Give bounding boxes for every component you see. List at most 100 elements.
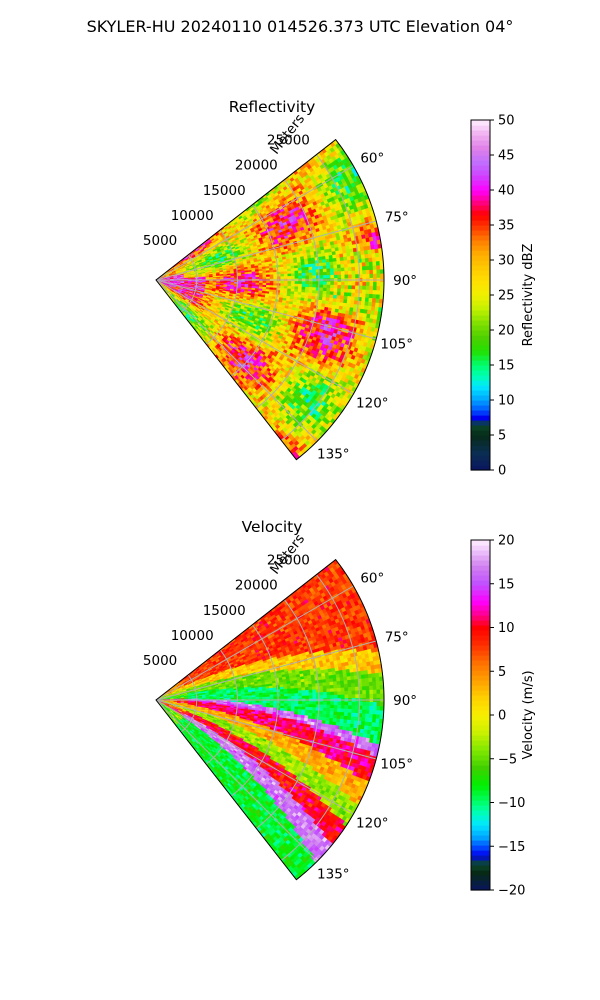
data-cell: [294, 267, 299, 272]
data-cell: [319, 265, 324, 270]
data-cell: [333, 291, 338, 296]
data-cell: [280, 271, 285, 275]
data-cell: [287, 286, 292, 290]
data-cell: [319, 275, 324, 279]
data-cell: [337, 281, 342, 286]
data-cell: [336, 264, 342, 269]
data-cell: [354, 292, 359, 298]
data-cell: [308, 287, 313, 291]
data-cell: [319, 290, 324, 295]
data-cell: [319, 281, 324, 286]
data-cell: [291, 283, 296, 287]
data-cell: [353, 255, 359, 260]
data-cell: [340, 288, 345, 293]
data-cell: [311, 263, 316, 268]
data-cell: [301, 272, 306, 277]
data-cell: [301, 275, 306, 279]
data-cell: [294, 270, 299, 274]
data-cell: [333, 274, 338, 279]
data-cell: [283, 281, 289, 284]
data-cell: [365, 269, 370, 275]
data-cell: [304, 267, 310, 271]
data-cell: [248, 275, 253, 278]
data-cell: [322, 262, 327, 267]
data-cell: [318, 293, 324, 298]
data-cell: [343, 292, 349, 297]
data-cell: [322, 268, 328, 273]
data-cell: [312, 281, 317, 285]
data-cell: [325, 261, 331, 266]
data-cell: [353, 300, 359, 305]
data-cell: [291, 273, 296, 277]
data-cell: [248, 277, 253, 280]
data-cell: [283, 273, 288, 277]
data-cell: [337, 271, 342, 276]
data-cell: [251, 275, 256, 278]
data-cell: [326, 268, 331, 273]
data-cell: [255, 275, 260, 278]
data-cell: [273, 280, 278, 284]
data-cell: [343, 299, 348, 304]
data-cell: [354, 266, 360, 272]
data-cell: [339, 298, 345, 304]
data-cell: [322, 290, 327, 295]
data-cell: [351, 285, 356, 290]
data-cell: [347, 296, 352, 301]
data-cell: [351, 292, 356, 298]
data-cell: [322, 287, 328, 292]
data-cell: [340, 271, 345, 276]
data-cell: [344, 270, 349, 276]
data-cell: [361, 289, 367, 295]
data-cell: [312, 287, 317, 291]
data-cell: [329, 258, 334, 263]
data-cell: [266, 276, 271, 280]
data-cell: [347, 259, 352, 265]
data-cell: [329, 291, 334, 296]
data-cell: [241, 277, 246, 280]
data-cell: [311, 266, 317, 271]
data-cell: [308, 275, 313, 279]
data-cell: [262, 276, 267, 280]
data-cell: [348, 281, 353, 286]
data-cell: [364, 257, 370, 263]
data-cell: [308, 272, 313, 277]
data-cell: [273, 271, 278, 275]
data-cell: [308, 263, 313, 268]
data-cell: [362, 285, 367, 291]
data-cell: [298, 275, 303, 279]
data-cell: [330, 284, 335, 289]
data-cell: [266, 280, 271, 284]
data-cell: [329, 261, 334, 266]
data-cell: [294, 273, 299, 277]
data-cell: [343, 263, 349, 268]
data-cell: [319, 287, 324, 292]
data-cell: [350, 300, 355, 305]
data-cell: [336, 260, 341, 266]
data-cell: [355, 274, 360, 279]
data-cell: [273, 283, 278, 286]
data-cell: [351, 263, 356, 268]
data-cell: [312, 272, 317, 276]
data-cell: [291, 281, 296, 285]
data-cell: [305, 269, 310, 274]
data-cell: [337, 267, 342, 272]
data-cell: [337, 285, 342, 289]
data-cell: [301, 264, 306, 269]
data-cell: [305, 286, 310, 291]
data-cell: [346, 252, 351, 258]
data-cell: [280, 276, 285, 280]
data-cell: [344, 288, 349, 293]
data-cell: [308, 266, 313, 271]
data-cell: [312, 269, 317, 273]
data-cell: [319, 284, 324, 289]
data-cell: [311, 290, 317, 294]
data-cell: [301, 267, 306, 271]
data-cell: [329, 268, 335, 273]
data-cell: [347, 263, 352, 268]
data-cell: [287, 268, 292, 272]
data-cell: [290, 286, 295, 290]
data-cell: [340, 281, 346, 286]
data-cell: [301, 283, 306, 288]
data-cell: [361, 297, 366, 302]
